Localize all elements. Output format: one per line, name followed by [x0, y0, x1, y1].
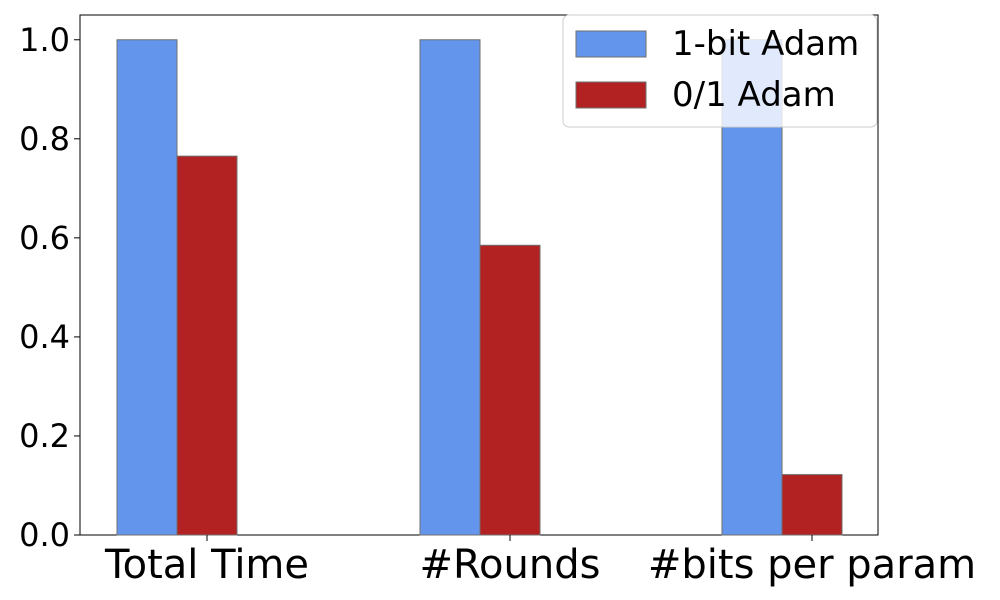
legend-label-1: 1-bit Adam [672, 24, 859, 64]
bar-series2-0 [176, 155, 238, 536]
y-tick-label: 0.0 [19, 516, 70, 554]
x-tick-label: #bits per param [648, 542, 976, 588]
y-tick-label: 0.2 [19, 417, 70, 455]
x-tick-label: Total Time [104, 542, 309, 588]
bar-series2-1 [479, 244, 541, 536]
x-tick-label: #Rounds [420, 542, 601, 588]
x-axis: Total Time #Rounds #bits per param [104, 535, 976, 588]
legend-swatch-2 [575, 81, 647, 109]
y-axis: 0.0 0.2 0.4 0.6 0.8 1.0 [19, 21, 80, 554]
bar-series1-0 [116, 39, 178, 536]
y-tick-label: 0.6 [19, 219, 70, 257]
y-tick-label: 0.4 [19, 318, 70, 356]
y-tick-label: 0.8 [19, 120, 70, 158]
y-tick-label: 1.0 [19, 21, 70, 59]
bar-series2-2 [781, 474, 843, 536]
legend-swatch-1 [575, 30, 647, 58]
legend: 1-bit Adam 0/1 Adam [562, 14, 878, 128]
bar-series1-1 [419, 39, 481, 536]
legend-label-2: 0/1 Adam [672, 75, 836, 115]
